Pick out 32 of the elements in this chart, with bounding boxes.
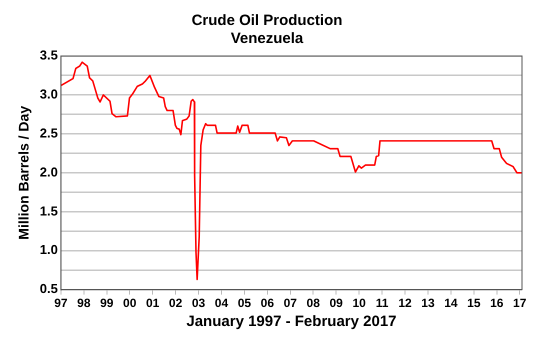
x-tick-label: 97 (54, 296, 68, 310)
x-tick-label: 07 (284, 296, 298, 310)
x-tick-label: 05 (238, 296, 252, 310)
x-tick-label: 16 (490, 296, 504, 310)
y-tick-label: 2.5 (40, 125, 58, 140)
x-tick-label: 01 (146, 296, 160, 310)
y-tick-label: 0.5 (40, 281, 58, 296)
y-tick-label: 1.0 (40, 242, 58, 258)
y-tick-label: 2.0 (40, 164, 58, 180)
x-tick-label: 03 (192, 296, 206, 310)
x-tick-label: 13 (421, 296, 435, 310)
x-tick-label: 12 (398, 296, 412, 310)
x-tick-label: 15 (467, 296, 481, 310)
x-tick-label: 98 (77, 296, 91, 310)
x-tick-label: 10 (352, 296, 366, 310)
x-tick-label: 17 (513, 296, 527, 310)
x-tick-label: 11 (376, 296, 389, 310)
y-tick-label: 3.0 (40, 86, 58, 102)
x-tick-label: 02 (168, 296, 183, 310)
x-tick-label: 14 (444, 296, 458, 310)
x-tick-label: 06 (260, 296, 274, 310)
x-tick-label: 08 (306, 296, 320, 310)
chart-subtitle: Venezuela (230, 30, 304, 48)
y-axis-title: Million Barrels / Day (15, 106, 32, 240)
x-axis-title: January 1997 - February 2017 (186, 313, 396, 330)
y-tick-label: 1.5 (40, 203, 58, 218)
x-tick-label: 99 (100, 296, 114, 310)
x-tick-label: 09 (329, 296, 344, 310)
x-tick-label: 04 (214, 296, 228, 310)
chart-title: Crude Oil Production (192, 12, 342, 30)
x-tick-label: 00 (123, 296, 137, 310)
y-tick-label: 3.5 (40, 48, 58, 63)
